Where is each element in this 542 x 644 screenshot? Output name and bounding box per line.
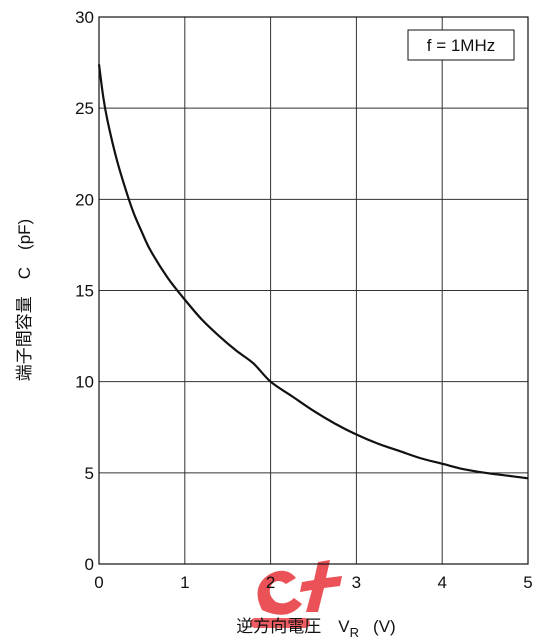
grid-lines [98,16,529,565]
watermark-logo [250,560,342,628]
y-tick-label: 5 [85,464,94,483]
y-tick-label: 20 [75,190,94,209]
y-tick-labels: 0 5 10 15 20 25 30 [75,8,94,574]
y-tick-label: 25 [75,99,94,118]
y-axis-title: 端子間容量 C (pF) [15,219,34,381]
annotation-box: f = 1MHz [407,29,515,61]
plot-frame [98,16,529,565]
y-tick-label: 0 [85,555,94,574]
x-tick-label: 3 [352,573,361,592]
x-tick-label: 1 [180,573,189,592]
x-axis-title-unit: (V) [373,617,396,636]
x-axis-title: 逆方向電圧 VR (V) [236,617,395,640]
x-tick-label: 5 [523,573,532,592]
capacitance-curve [97,64,529,480]
x-tick-label: 4 [437,573,446,592]
frequency-annotation: f = 1MHz [427,36,496,55]
watermark-stroke [257,570,302,615]
x-tick-label: 0 [94,573,103,592]
x-tick-labels: 0 1 2 3 4 5 [94,573,532,592]
y-tick-label: 15 [75,282,94,301]
y-tick-label: 30 [75,8,94,27]
x-axis-title-subscript: R [350,625,359,640]
x-tick-label: 2 [266,573,275,592]
watermark-stroke [250,618,310,628]
x-axis-title-main: 逆方向電圧 V [236,617,350,636]
y-tick-label: 10 [75,373,94,392]
watermark-stroke [300,560,342,612]
